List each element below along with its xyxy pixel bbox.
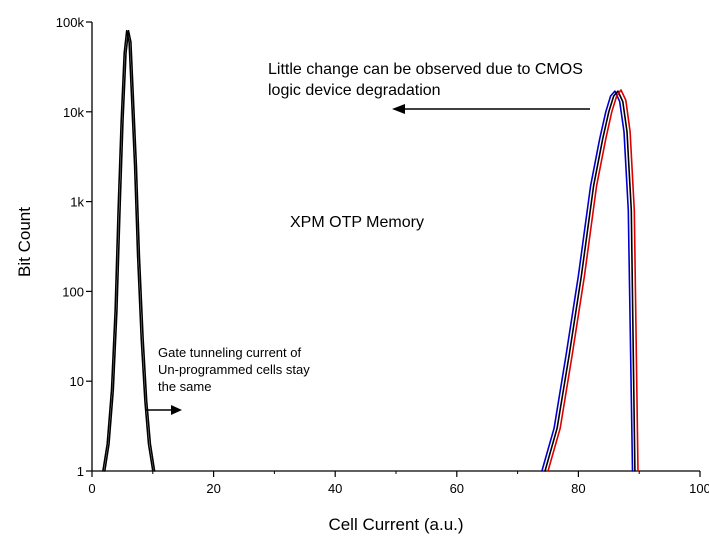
series-line-3 bbox=[541, 90, 634, 472]
arrow-left bbox=[392, 104, 590, 114]
x-tick-label: 40 bbox=[328, 481, 342, 496]
annotation-cmos-line2: logic device degradation bbox=[268, 82, 441, 99]
series-group bbox=[102, 29, 639, 472]
y-tick-label: 10 bbox=[70, 374, 84, 389]
series-line-4 bbox=[544, 90, 636, 472]
annotation-cmos-line1: Little change can be observed due to CMO… bbox=[268, 61, 583, 78]
x-tick-label: 20 bbox=[206, 481, 220, 496]
y-tick-label: 1 bbox=[77, 464, 84, 479]
x-axis-label: Cell Current (a.u.) bbox=[328, 515, 463, 534]
y-tick-label: 1k bbox=[70, 195, 84, 210]
annotation-gate-line3: the same bbox=[158, 379, 211, 394]
x-tick-label: 0 bbox=[88, 481, 95, 496]
annotation-gate-line1: Gate tunneling current of bbox=[158, 345, 301, 360]
annotation-xpm: XPM OTP Memory bbox=[290, 214, 424, 231]
y-tick-label: 100 bbox=[62, 284, 84, 299]
x-tick-label: 60 bbox=[450, 481, 464, 496]
annotation-gate-line2: Un-programmed cells stay bbox=[158, 362, 310, 377]
y-axis-label: Bit Count bbox=[15, 207, 34, 277]
x-tick-label: 80 bbox=[571, 481, 585, 496]
series-line-2 bbox=[104, 29, 156, 472]
series-line-1 bbox=[102, 29, 154, 472]
axes: 0 20 40 60 80 100 1 10 100 1k 10k 100k bbox=[56, 15, 709, 496]
y-tick-label: 100k bbox=[56, 15, 85, 30]
arrow-right bbox=[146, 405, 182, 415]
x-tick-label: 100 bbox=[689, 481, 709, 496]
y-tick-label: 10k bbox=[63, 105, 84, 120]
series-line-5 bbox=[547, 89, 639, 472]
